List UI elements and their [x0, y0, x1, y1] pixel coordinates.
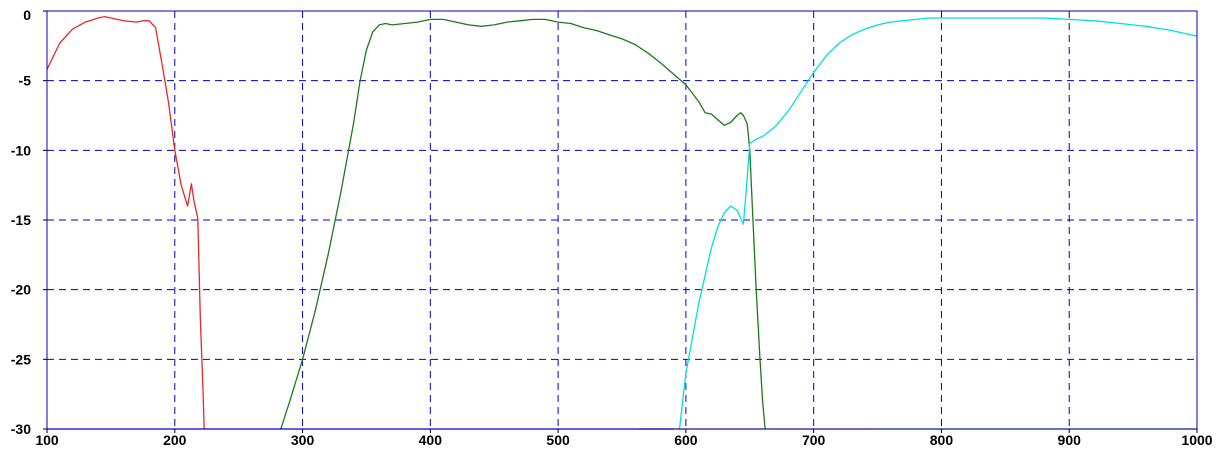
series-line-2 [678, 17, 1198, 430]
series-layer [46, 15, 1198, 430]
x-tick-label-600: 600 [674, 432, 698, 448]
x-tick-label-1000: 1000 [1181, 432, 1212, 448]
y-tick-label-3: -15 [11, 212, 31, 228]
tick-labels-layer: 100 200 300 400 500 600 700 800 900 1000 0 -5 -10 -15… [11, 7, 1213, 448]
y-tick-label-6: -30 [11, 421, 31, 437]
x-tick-label-700: 700 [802, 432, 826, 448]
axes-layer [43, 10, 1198, 433]
x-tick-label-800: 800 [930, 432, 954, 448]
x-tick-label-500: 500 [546, 432, 570, 448]
grid-layer [47, 11, 1197, 429]
y-tick-label-4: -20 [11, 282, 31, 298]
y-tick-label-5: -25 [11, 351, 31, 367]
x-tick-label-900: 900 [1058, 432, 1082, 448]
x-tick-label-400: 400 [419, 432, 443, 448]
y-tick-label-1: -5 [19, 73, 32, 89]
x-tick-label-100: 100 [35, 432, 59, 448]
series-line-0 [46, 15, 205, 430]
x-tick-label-200: 200 [163, 432, 187, 448]
series-line-1 [280, 18, 766, 430]
x-tick-label-300: 300 [291, 432, 315, 448]
y-tick-label-2: -10 [11, 142, 31, 158]
y-tick-label-0: 0 [23, 7, 31, 23]
